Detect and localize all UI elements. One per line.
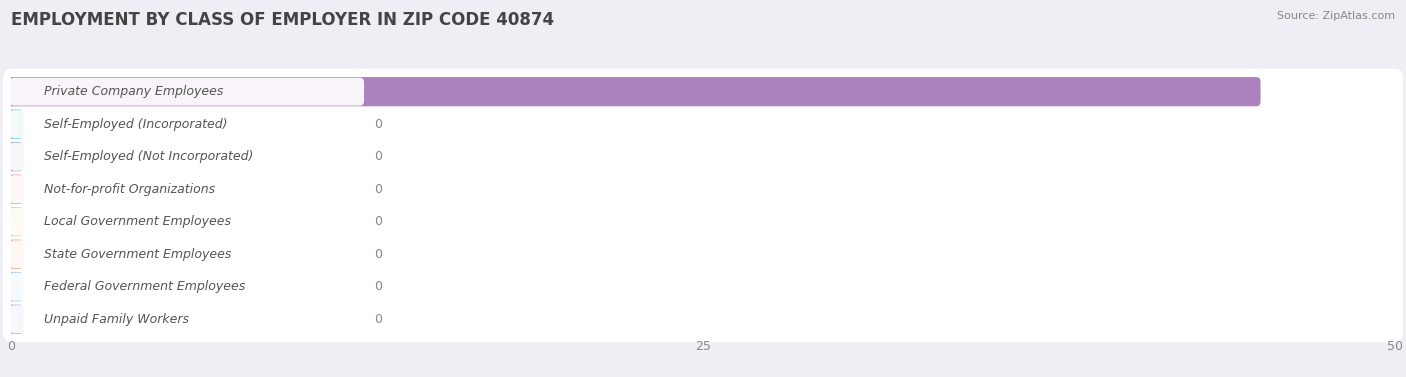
FancyBboxPatch shape <box>3 264 1403 310</box>
Text: 0: 0 <box>374 248 381 261</box>
FancyBboxPatch shape <box>3 101 1403 147</box>
Text: 0: 0 <box>374 280 381 293</box>
FancyBboxPatch shape <box>7 240 24 269</box>
FancyBboxPatch shape <box>3 69 1403 115</box>
FancyBboxPatch shape <box>10 273 364 301</box>
Text: Local Government Employees: Local Government Employees <box>45 215 232 228</box>
Text: State Government Employees: State Government Employees <box>45 248 232 261</box>
Text: Self-Employed (Not Incorporated): Self-Employed (Not Incorporated) <box>45 150 254 163</box>
Text: Source: ZipAtlas.com: Source: ZipAtlas.com <box>1277 11 1395 21</box>
FancyBboxPatch shape <box>3 231 1403 277</box>
Text: Private Company Employees: Private Company Employees <box>45 85 224 98</box>
FancyBboxPatch shape <box>7 305 24 334</box>
Text: 45: 45 <box>1267 85 1284 98</box>
Text: Unpaid Family Workers: Unpaid Family Workers <box>45 313 190 326</box>
FancyBboxPatch shape <box>10 208 364 236</box>
FancyBboxPatch shape <box>7 207 24 236</box>
Text: 0: 0 <box>374 183 381 196</box>
FancyBboxPatch shape <box>3 133 1403 180</box>
FancyBboxPatch shape <box>3 296 1403 342</box>
FancyBboxPatch shape <box>7 272 24 301</box>
FancyBboxPatch shape <box>10 175 364 203</box>
FancyBboxPatch shape <box>10 78 364 106</box>
Text: Not-for-profit Organizations: Not-for-profit Organizations <box>45 183 215 196</box>
Text: 0: 0 <box>374 118 381 131</box>
FancyBboxPatch shape <box>10 240 364 268</box>
FancyBboxPatch shape <box>7 110 24 139</box>
FancyBboxPatch shape <box>3 166 1403 212</box>
FancyBboxPatch shape <box>10 305 364 333</box>
FancyBboxPatch shape <box>7 142 24 171</box>
FancyBboxPatch shape <box>3 199 1403 245</box>
Text: Self-Employed (Incorporated): Self-Employed (Incorporated) <box>45 118 228 131</box>
Text: Federal Government Employees: Federal Government Employees <box>45 280 246 293</box>
Text: 0: 0 <box>374 150 381 163</box>
FancyBboxPatch shape <box>10 143 364 171</box>
FancyBboxPatch shape <box>7 77 1261 106</box>
FancyBboxPatch shape <box>7 175 24 204</box>
Text: 0: 0 <box>374 313 381 326</box>
Text: EMPLOYMENT BY CLASS OF EMPLOYER IN ZIP CODE 40874: EMPLOYMENT BY CLASS OF EMPLOYER IN ZIP C… <box>11 11 554 29</box>
FancyBboxPatch shape <box>10 110 364 138</box>
Text: 0: 0 <box>374 215 381 228</box>
